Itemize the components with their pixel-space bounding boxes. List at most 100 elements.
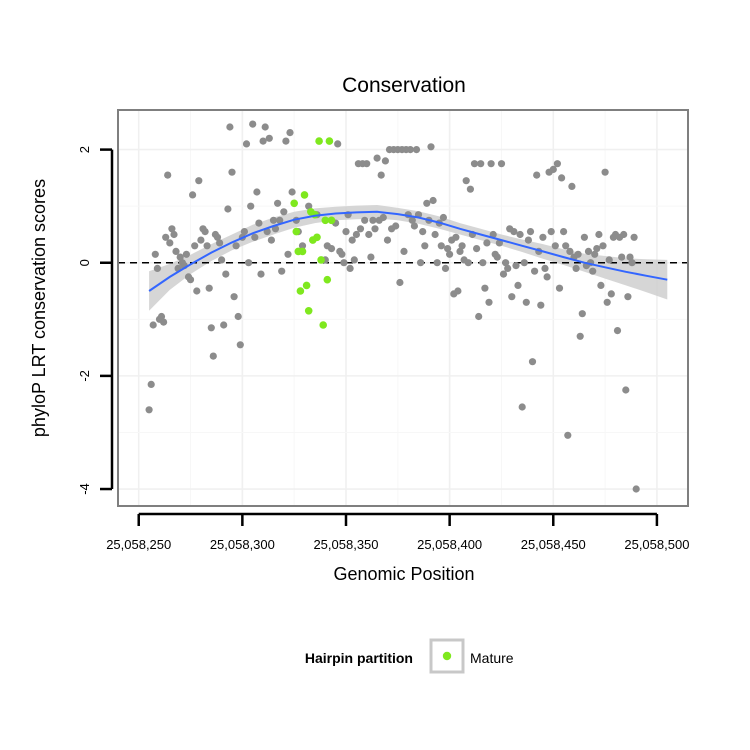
point-other-200 <box>584 247 593 255</box>
point-other-151 <box>483 239 491 247</box>
point-other-191 <box>566 247 574 255</box>
point-other-25 <box>197 236 205 244</box>
point-other-177 <box>537 301 545 309</box>
point-other-221 <box>628 259 636 267</box>
point-other-214 <box>613 327 622 335</box>
legend-title: Hairpin partition <box>305 650 413 666</box>
point-other-188 <box>560 228 568 236</box>
point-other-20 <box>186 276 195 284</box>
point-other-178 <box>539 233 547 241</box>
point-mature-13 <box>317 256 325 264</box>
point-other-64 <box>278 267 286 275</box>
point-other-88 <box>352 230 360 239</box>
point-other-119 <box>417 259 425 267</box>
point-other-1 <box>147 380 155 388</box>
point-other-126 <box>431 230 439 239</box>
point-other-185 <box>553 160 562 168</box>
point-other-145 <box>470 160 479 168</box>
point-other-137 <box>454 287 462 295</box>
point-other-38 <box>224 205 232 213</box>
point-other-46 <box>240 228 248 236</box>
point-other-92 <box>361 216 369 224</box>
point-other-101 <box>379 213 387 222</box>
point-other-59 <box>267 236 275 244</box>
point-other-94 <box>365 230 373 239</box>
point-other-36 <box>220 321 228 329</box>
point-other-161 <box>504 264 512 272</box>
point-other-24 <box>195 177 203 185</box>
point-other-157 <box>495 239 503 247</box>
point-other-62 <box>274 199 282 207</box>
point-other-160 <box>502 259 510 267</box>
smooth-line-layer <box>148 210 668 292</box>
point-other-218 <box>622 386 630 394</box>
point-other-208 <box>601 168 609 176</box>
point-other-216 <box>618 253 626 261</box>
point-other-8 <box>162 233 170 241</box>
point-other-150 <box>481 284 489 292</box>
point-other-198 <box>580 233 589 241</box>
point-other-165 <box>512 262 520 270</box>
point-other-153 <box>487 160 495 168</box>
x-axis: 25,058,250 25,058,300 25,058,350 25,058,400… <box>106 512 689 552</box>
point-other-68 <box>286 129 294 137</box>
point-other-72 <box>298 242 307 250</box>
point-other-205 <box>595 230 603 239</box>
y-tick-label-2: 0 <box>77 259 92 266</box>
point-other-23 <box>193 287 201 295</box>
point-other-116 <box>410 222 418 230</box>
point-other-12 <box>170 230 178 239</box>
point-other-159 <box>499 270 508 278</box>
point-other-186 <box>555 284 564 292</box>
point-other-154 <box>489 230 497 239</box>
x-tick-label-4: 25,058,450 <box>521 537 586 552</box>
point-other-209 <box>603 298 611 306</box>
point-other-100 <box>377 171 385 179</box>
point-other-4 <box>153 264 161 272</box>
other-points-series <box>145 120 640 493</box>
point-other-187 <box>558 174 566 182</box>
point-other-86 <box>348 236 356 244</box>
confidence-band-layer <box>149 205 668 311</box>
y-axis: -4 -2 0 2 <box>77 146 114 495</box>
point-other-56 <box>261 123 269 131</box>
point-other-55 <box>259 137 267 145</box>
point-other-203 <box>591 250 599 258</box>
point-other-129 <box>437 242 445 250</box>
point-other-173 <box>528 358 537 366</box>
point-other-179 <box>541 264 549 272</box>
point-other-139 <box>458 242 466 250</box>
point-other-148 <box>477 160 485 168</box>
point-mature-1 <box>292 227 301 236</box>
point-other-115 <box>408 216 416 224</box>
point-other-107 <box>392 222 400 230</box>
point-other-120 <box>419 228 427 236</box>
point-other-27 <box>201 228 209 236</box>
point-mature-18 <box>327 216 336 225</box>
point-other-217 <box>620 230 628 239</box>
point-other-220 <box>626 253 634 261</box>
point-other-44 <box>236 341 244 349</box>
point-other-189 <box>562 242 570 250</box>
point-other-117 <box>412 146 421 154</box>
plot-panel <box>118 110 688 506</box>
y-tick-label-3: 2 <box>77 146 92 153</box>
point-other-152 <box>485 298 493 306</box>
legend-label-mature: Mature <box>470 650 514 666</box>
point-other-66 <box>282 137 290 145</box>
point-other-93 <box>363 160 371 168</box>
point-other-143 <box>466 185 474 193</box>
point-other-18 <box>182 250 190 258</box>
point-other-7 <box>160 318 168 326</box>
point-other-77 <box>327 245 336 253</box>
point-other-223 <box>632 485 640 493</box>
point-other-164 <box>510 228 518 236</box>
chart-title: Conservation <box>342 74 466 97</box>
point-other-30 <box>207 324 215 332</box>
point-other-83 <box>342 228 350 236</box>
point-other-125 <box>429 196 437 205</box>
point-other-197 <box>578 310 586 318</box>
point-mature-4 <box>298 247 307 256</box>
point-other-67 <box>284 250 292 258</box>
point-other-98 <box>373 154 381 162</box>
